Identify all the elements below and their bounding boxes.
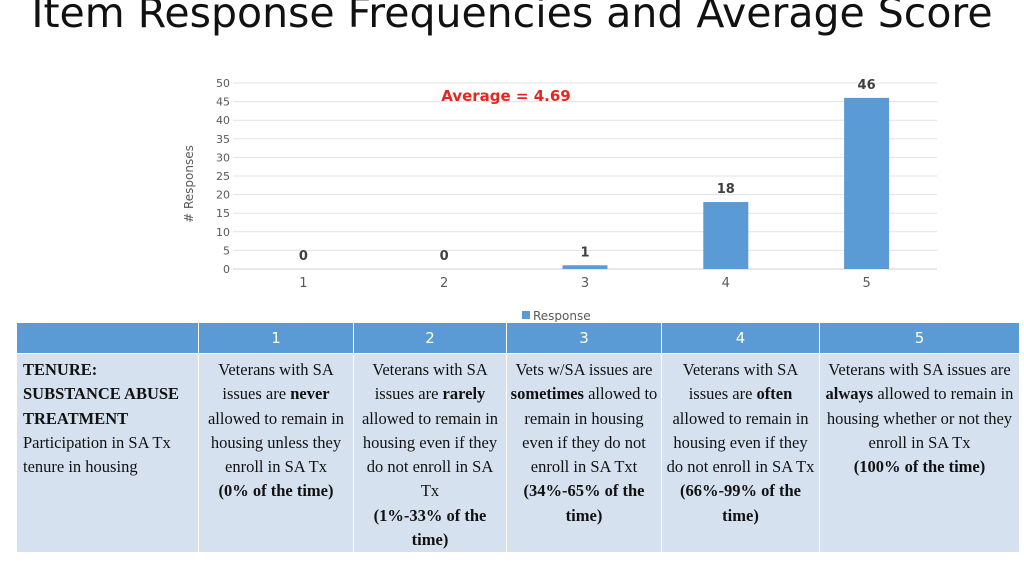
row-description: Participation in SA Tx tenure in housing xyxy=(23,432,171,477)
bar xyxy=(562,265,608,269)
rubric-cell-1: Veterans with SA issues are never allowe… xyxy=(198,352,354,554)
y-tick-label: 45 xyxy=(216,96,230,109)
y-axis-ticks: 0 5 10 15 20 25 30 35 40 45 50 xyxy=(216,77,230,276)
y-tick-label: 15 xyxy=(216,207,230,220)
cell-keyword: often xyxy=(756,384,793,404)
data-label: 0 xyxy=(440,249,449,264)
cell-text: allowed to remain in housing whether or … xyxy=(826,384,1014,452)
y-tick-label: 40 xyxy=(216,114,230,127)
cell-text: Veterans with SA issues are xyxy=(682,360,799,404)
y-tick-label: 0 xyxy=(223,263,230,276)
cell-text: Vets w/SA issues are xyxy=(515,360,653,379)
data-label: 1 xyxy=(580,245,589,260)
cell-text: allowed to remain in housing unless they… xyxy=(207,408,345,477)
rubric-cell-2: Veterans with SA issues are rarely allow… xyxy=(353,352,507,554)
y-tick-label: 5 xyxy=(223,244,230,257)
header-score-1: 1 xyxy=(198,322,354,354)
x-axis-ticks: 1 2 3 4 5 xyxy=(299,276,870,291)
cell-percent: (0% of the time) xyxy=(218,481,334,501)
header-score-5: 5 xyxy=(819,322,1020,354)
cell-keyword: never xyxy=(290,384,330,404)
y-tick-label: 50 xyxy=(216,77,230,90)
y-tick-label: 30 xyxy=(216,151,230,164)
data-labels: 0 0 1 18 46 xyxy=(299,78,876,264)
data-label: 46 xyxy=(858,78,876,93)
header-blank xyxy=(16,322,199,354)
cell-percent: (66%-99% of the time) xyxy=(680,481,801,525)
gridlines xyxy=(233,82,937,270)
bars xyxy=(562,97,890,269)
y-axis-label: # Responses xyxy=(182,145,196,223)
rubric-cell-4: Veterans with SA issues are often allowe… xyxy=(661,352,820,554)
cell-keyword: always xyxy=(825,384,874,404)
row-title-line1: TENURE: xyxy=(23,360,98,379)
cell-text: Veterans with SA issues are xyxy=(372,360,488,404)
cell-text: Veterans with SA issues are xyxy=(828,360,1011,379)
row-title-line2: SUBSTANCE ABUSE TREATMENT xyxy=(23,384,180,428)
slide-title: Item Response Frequencies and Average Sc… xyxy=(31,0,993,37)
rubric-row: TENURE: SUBSTANCE ABUSE TREATMENT Partic… xyxy=(16,352,1020,554)
x-tick-label: 1 xyxy=(299,276,307,291)
x-tick-label: 4 xyxy=(722,276,730,291)
average-annotation: Average = 4.69 xyxy=(441,87,570,105)
cell-keyword: sometimes xyxy=(510,384,584,404)
bar xyxy=(844,97,890,269)
bar xyxy=(703,202,749,269)
rubric-cell-3: Vets w/SA issues are sometimes allowed t… xyxy=(506,352,662,554)
cell-keyword: rarely xyxy=(442,384,486,404)
rubric-table: 1 2 3 4 5 TENURE: SUBSTANCE ABUSE TREATM… xyxy=(16,322,1020,554)
y-tick-label: 20 xyxy=(216,189,230,202)
legend: Response xyxy=(522,309,591,323)
y-tick-label: 25 xyxy=(216,170,230,183)
y-tick-label: 35 xyxy=(216,133,230,146)
x-tick-label: 2 xyxy=(440,276,448,291)
cell-percent: (34%-65% of the time) xyxy=(523,481,645,525)
data-label: 0 xyxy=(299,249,308,264)
x-tick-label: 3 xyxy=(581,276,589,291)
rubric-header-row: 1 2 3 4 5 xyxy=(16,322,1020,354)
data-label: 18 xyxy=(717,182,735,197)
header-score-3: 3 xyxy=(506,322,662,354)
header-score-2: 2 xyxy=(353,322,507,354)
cell-text: allowed to remain in housing even if the… xyxy=(522,384,658,477)
row-header-cell: TENURE: SUBSTANCE ABUSE TREATMENT Partic… xyxy=(16,352,199,554)
cell-text: allowed to remain in housing even if the… xyxy=(361,408,499,501)
legend-label: Response xyxy=(533,309,591,323)
legend-swatch xyxy=(522,311,530,319)
y-tick-label: 10 xyxy=(216,226,230,239)
cell-text: Veterans with SA issues are xyxy=(218,360,334,404)
rubric-cell-5: Veterans with SA issues are always allow… xyxy=(819,352,1020,554)
cell-percent: (100% of the time) xyxy=(853,457,986,477)
x-tick-label: 5 xyxy=(862,276,870,291)
header-score-4: 4 xyxy=(661,322,820,354)
cell-text: allowed to remain in housing even if the… xyxy=(666,408,815,477)
cell-percent: (1%-33% of the time) xyxy=(373,505,487,550)
